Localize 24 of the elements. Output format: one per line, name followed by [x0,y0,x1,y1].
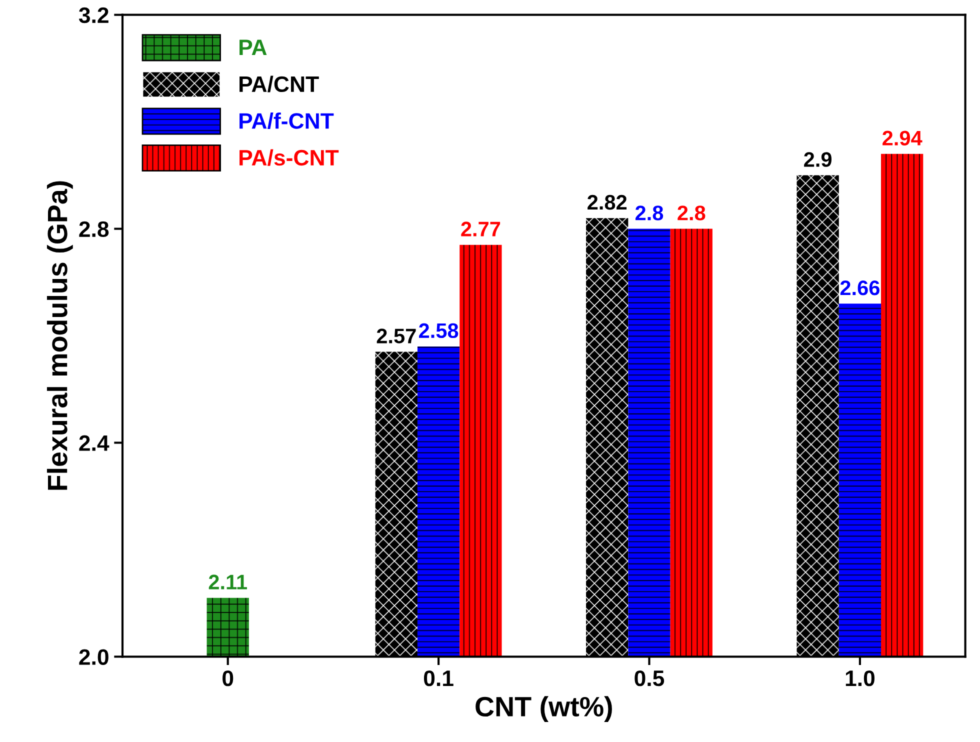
x-tick-label: 0.1 [424,670,454,686]
data-label: 2.11 [208,574,247,590]
x-tick-label: 1.0 [846,670,874,686]
x-tick-label: 0.5 [634,670,664,686]
legend-label: PA [240,40,267,56]
x-tick-label: 0 [222,670,234,686]
data-label: 2.58 [419,323,458,338]
data-label: 2.94 [882,130,922,146]
data-label: 2.57 [376,328,416,344]
data-label: 2.82 [588,194,627,210]
y-axis-title: Flexural modulus (GPa) [46,181,73,490]
data-label: 2.8 [678,206,706,220]
data-label: 2.9 [804,152,832,167]
x-axis-title: CNT (wt%) [476,696,612,722]
data-label: 2.77 [461,222,500,236]
y-tick-label: 2.4 [79,435,110,451]
y-tick-label: 3.2 [78,7,108,24]
legend-label: PA/CNT [240,76,319,92]
y-tick-label: 2.0 [79,649,108,665]
legend-label: PA/f-CNT [240,112,334,130]
data-label: 2.66 [840,280,880,296]
legend-label: PA/s-CNT [240,149,339,166]
data-label: 2.8 [635,206,664,220]
y-tick-label: 2.8 [79,221,109,238]
